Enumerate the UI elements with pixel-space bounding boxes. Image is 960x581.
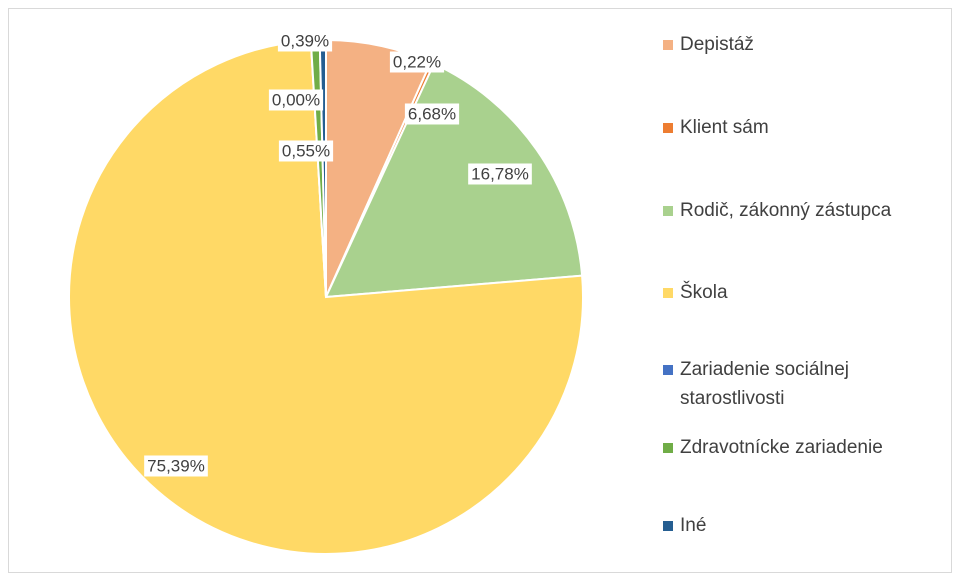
data-label: 16,78% [471,164,529,183]
legend-label: Iné [680,515,707,536]
legend-item: Depistáž [663,30,948,59]
data-label: 0,39% [281,31,329,50]
legend-item: Zdravotnícke zariadenie [663,433,948,462]
data-label-bg [277,30,333,52]
pie-slice [68,39,584,555]
legend-swatch [663,206,673,216]
data-label-bg [404,103,460,125]
data-label: 6,68% [408,104,456,123]
legend-label: Klient sám [680,117,769,138]
pie-slice [324,62,584,299]
legend-item: Klient sám [663,113,948,142]
legend-swatch [663,443,673,453]
legend-label: Zariadenie sociálnej starostlivosti [680,359,849,409]
legend-swatch [663,365,673,375]
data-label-bg [389,51,445,73]
data-label: 75,39% [147,456,205,475]
data-label-bg [144,455,208,477]
legend-item: Škola [663,278,948,307]
data-label: 0,22% [393,52,441,71]
legend-label: Škola [680,282,728,303]
legend-swatch [663,288,673,298]
legend-swatch [663,40,673,50]
data-label-bg [468,163,532,185]
data-label: 0,00% [272,90,320,109]
legend-item: Rodič, zákonný zástupca [663,196,948,225]
data-label: 0,55% [282,141,330,160]
data-label-bg [268,89,324,111]
legend-item: Zariadenie sociálnej starostlivosti [663,355,948,413]
legend-swatch [663,521,673,531]
legend-swatch [663,123,673,133]
legend-label: Zdravotnícke zariadenie [680,437,883,458]
legend-item: Iné [663,511,948,540]
legend-label: Depistáž [680,34,754,55]
legend-label: Rodič, zákonný zástupca [680,200,892,221]
data-label-bg [278,140,334,162]
